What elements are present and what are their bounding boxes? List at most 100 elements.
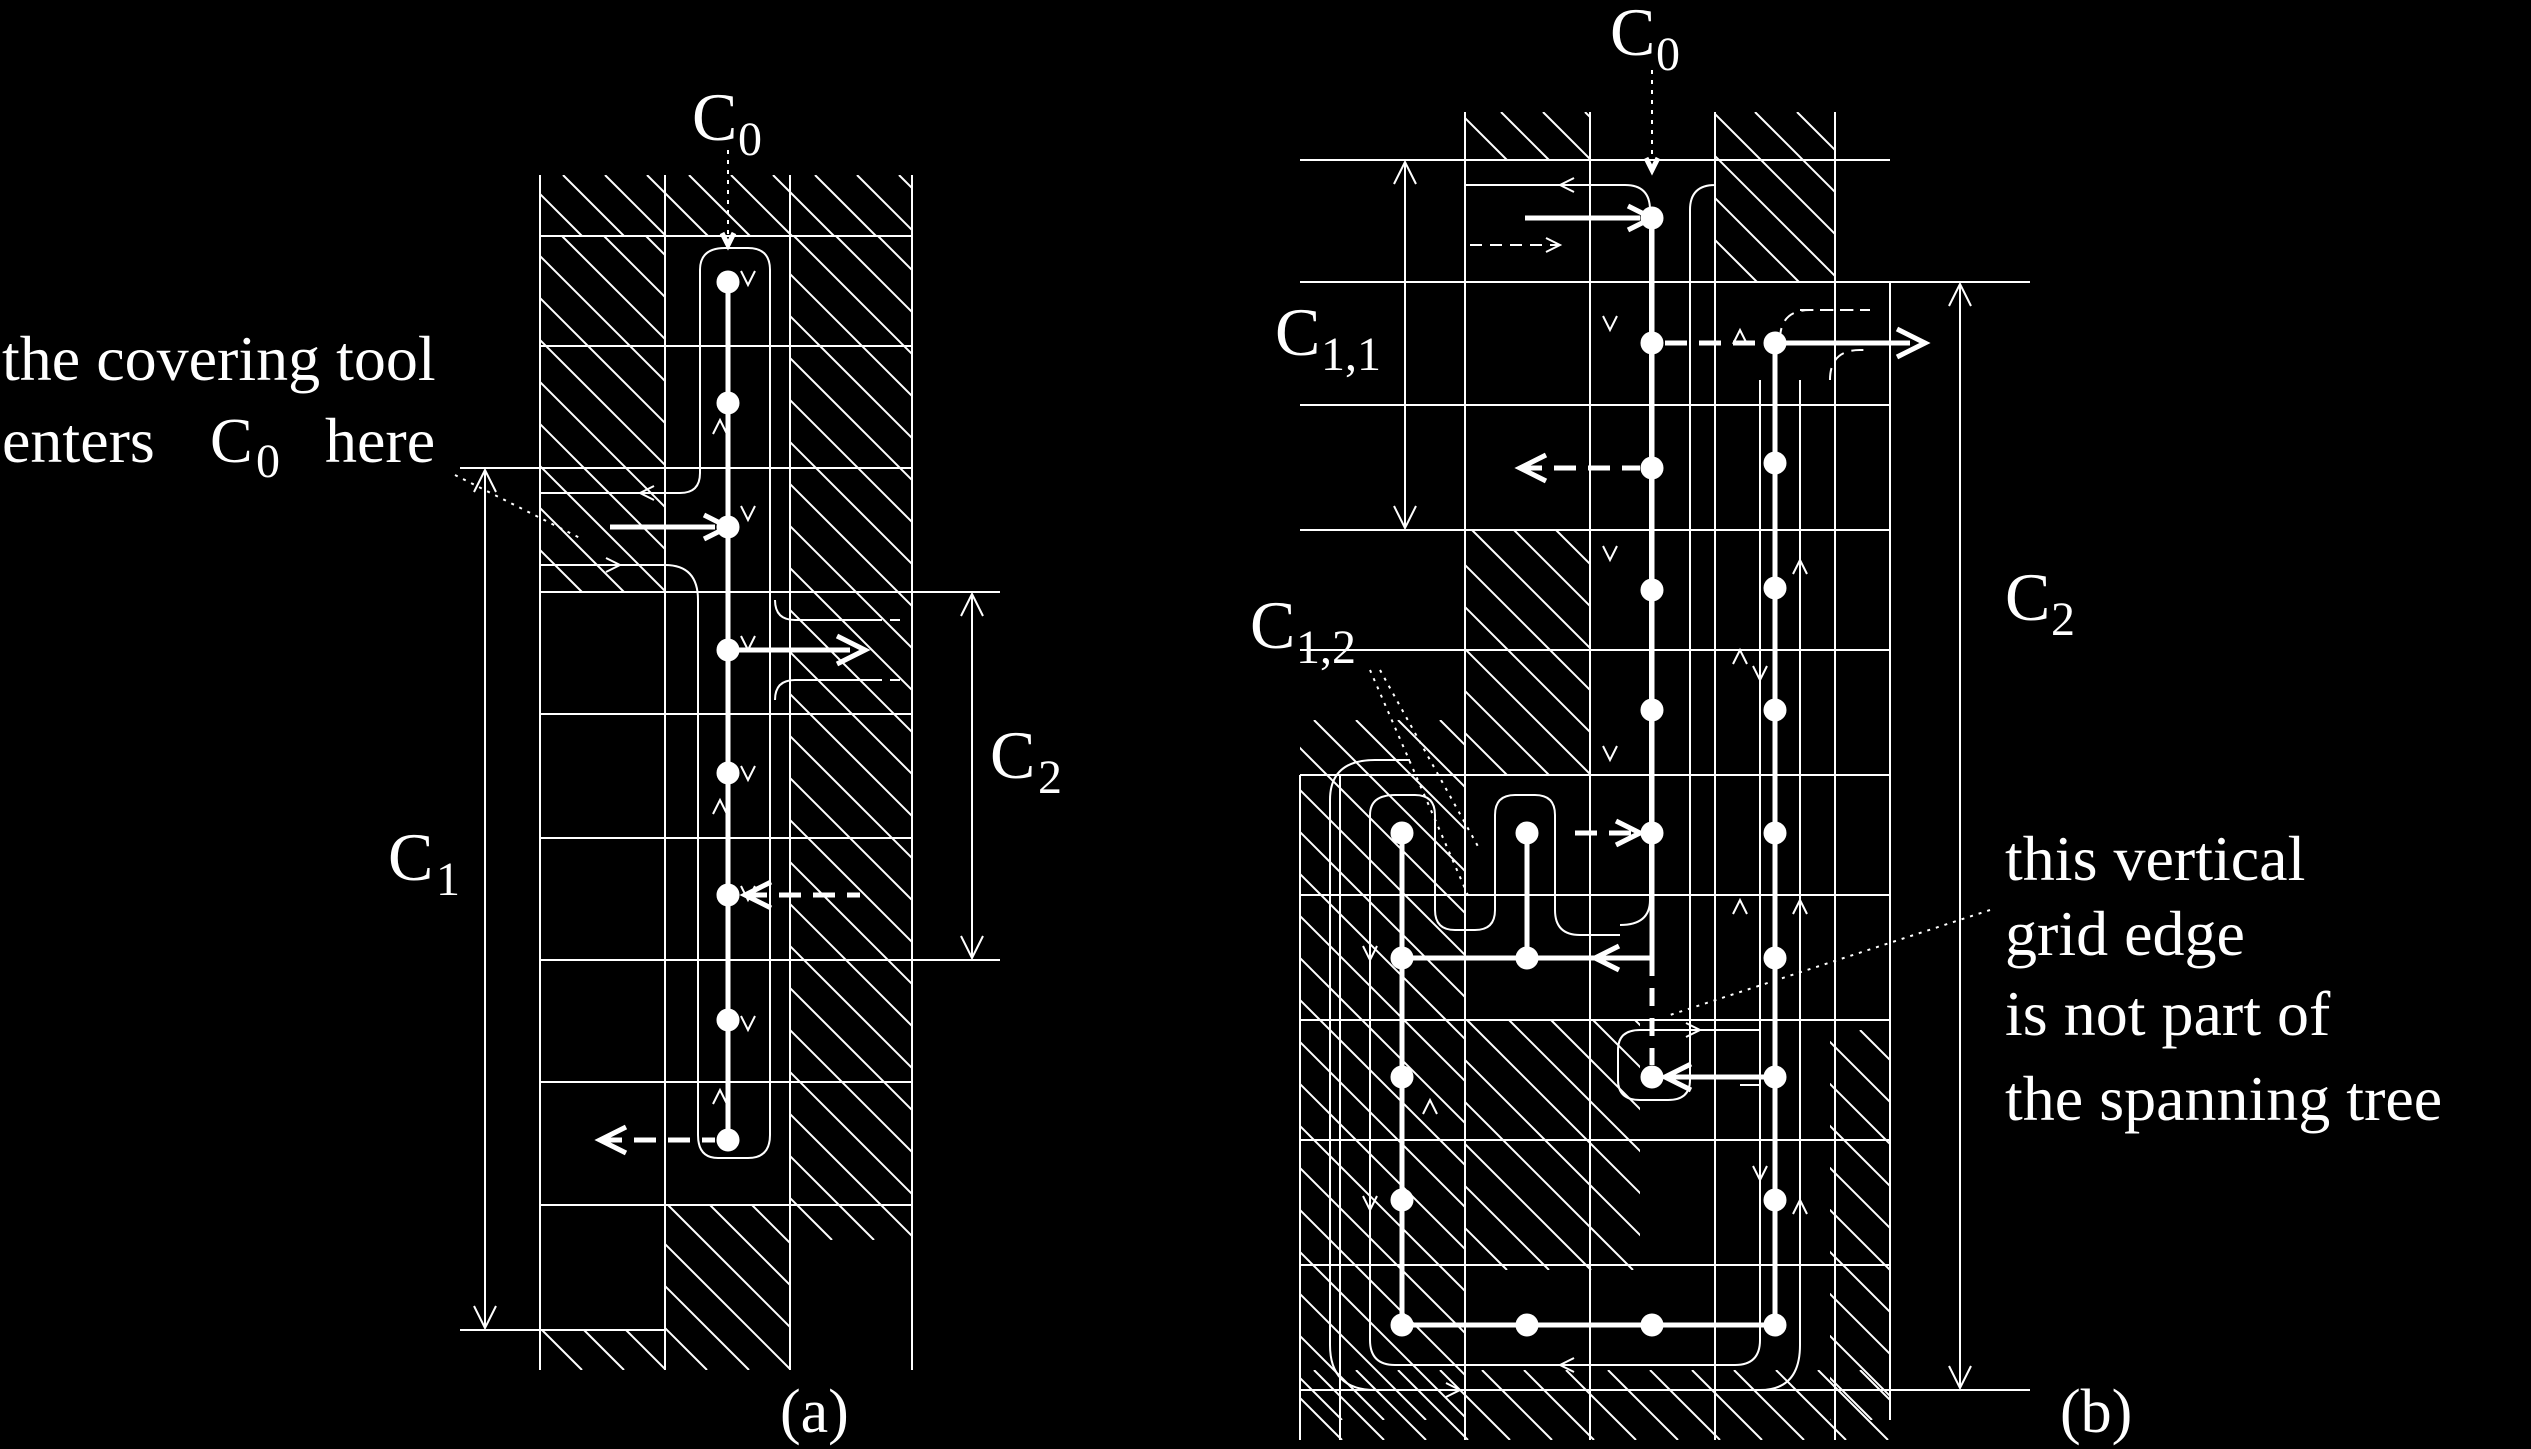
hatch-stroke (790, 236, 912, 1240)
covering-path (540, 247, 900, 1159)
hatch-stroke (790, 236, 912, 1240)
dimension-arrow (960, 591, 984, 617)
hatch-stroke (1300, 720, 1465, 1420)
hatch-stroke (730, 175, 793, 236)
hatch-stroke (1508, 1020, 1640, 1270)
hatch-stroke (1465, 530, 1590, 775)
hatch-stroke (540, 175, 541, 236)
hatch-stroke (1592, 1020, 1640, 1270)
hatch-stroke (1830, 1030, 1890, 1420)
dimension-arrow (1393, 505, 1417, 531)
c0-pointer-head (1643, 156, 1661, 176)
dashed-arrow-head (1614, 818, 1646, 848)
tree-node (1763, 698, 1787, 722)
tree-node (1390, 1188, 1414, 1212)
hatch-stroke (790, 236, 912, 1240)
hatch-stroke (1300, 720, 1465, 1420)
tree-node (716, 883, 740, 907)
hatch-stroke (1754, 112, 1835, 282)
path-arrow (1792, 557, 1808, 575)
tree-node (1390, 821, 1414, 845)
c1-label: C 1 (388, 819, 460, 906)
dimension-arrow (1948, 1365, 1972, 1391)
path-arrow (1545, 237, 1563, 253)
hatch-stroke (1715, 112, 1758, 282)
path-arrow (740, 1015, 756, 1033)
hatch-stroke (540, 236, 665, 592)
svg-text:C: C (2005, 559, 2050, 635)
c11-dimension (1393, 159, 1417, 531)
c2-dimension (1948, 281, 1972, 1391)
spanning-tree (454, 150, 871, 1156)
hatch-stroke (1300, 720, 1465, 1420)
hatch-stroke (790, 236, 912, 1240)
tree-node (1763, 946, 1787, 970)
hatch-stroke (1465, 530, 1508, 775)
hatch-stroke (1465, 530, 1590, 775)
c12-pointer (1379, 669, 1481, 851)
c2-label: C 2 (990, 717, 1062, 804)
svg-text:C: C (990, 717, 1035, 793)
hatch-stroke (1300, 720, 1465, 1420)
hatch-stroke (1465, 530, 1590, 775)
svg-text:C: C (388, 819, 433, 895)
path-arrow (1752, 665, 1768, 683)
hatch-stroke (751, 1205, 790, 1370)
hatch-stroke (772, 175, 835, 236)
tree-node (1763, 821, 1787, 845)
hatch-stroke (1649, 1370, 1721, 1440)
tree-node (1640, 456, 1664, 480)
path-arrow (1732, 327, 1748, 345)
hatch-stroke (1465, 1020, 1550, 1270)
svg-text:0: 0 (256, 435, 280, 488)
note-pointer (454, 474, 581, 539)
svg-text:0: 0 (738, 113, 762, 166)
path-arrow (1422, 1097, 1438, 1115)
hatch-stroke (1465, 1020, 1640, 1270)
covering-path-loop (1369, 380, 1761, 1366)
svg-text:1,1: 1,1 (1321, 328, 1381, 381)
hatch-stroke (540, 236, 665, 592)
svg-text:C: C (210, 405, 253, 476)
path-arrow (712, 417, 728, 435)
hatch-stroke (540, 1330, 541, 1370)
path-arrow (1445, 1382, 1463, 1398)
tree-node (1640, 821, 1664, 845)
hatch-stroke (1796, 112, 1835, 282)
svg-text:2: 2 (1038, 751, 1062, 804)
path-arrow (605, 557, 623, 573)
hatch-stroke (1550, 1020, 1640, 1270)
path-arrow (1752, 1165, 1768, 1183)
tree-node (1763, 576, 1787, 600)
path-arrow (1557, 1357, 1575, 1373)
hatch-stroke (1300, 720, 1465, 1420)
hatch-stroke (540, 236, 625, 592)
path-arrow (740, 765, 756, 783)
hatch-stroke (646, 175, 709, 236)
vertical-edge-note: this vertical grid edge is not part of t… (2005, 823, 2442, 1134)
hatch-stroke (1355, 720, 1465, 1420)
dimension-arrow (473, 1305, 497, 1331)
dashed-connector (556, 492, 900, 681)
hatch-block (1465, 530, 1590, 775)
dashed-arrow-head (739, 879, 773, 911)
hatch-stroke (1300, 720, 1465, 1420)
hatch-block (540, 175, 912, 236)
tree-node (1515, 821, 1539, 845)
hatch-stroke (790, 236, 912, 1240)
path-arrow (1362, 1195, 1378, 1213)
hatch-stroke (1465, 530, 1550, 775)
hatch-stroke (793, 236, 912, 1240)
hatch-stroke (790, 236, 912, 1240)
c0-label: C 0 (1610, 0, 1680, 81)
hatch-stroke (1313, 1370, 1385, 1440)
svg-text:the covering tool: the covering tool (2, 323, 436, 394)
dashed-connector (1470, 244, 1870, 381)
dimension-arrow (1948, 281, 1972, 307)
hatch-stroke (540, 236, 665, 592)
covering-path (1329, 160, 1870, 1398)
hatch-stroke (1830, 1030, 1873, 1420)
hatch-stroke (604, 175, 667, 236)
hatch-stroke (898, 175, 912, 236)
hatch-stroke (1300, 1370, 1343, 1440)
